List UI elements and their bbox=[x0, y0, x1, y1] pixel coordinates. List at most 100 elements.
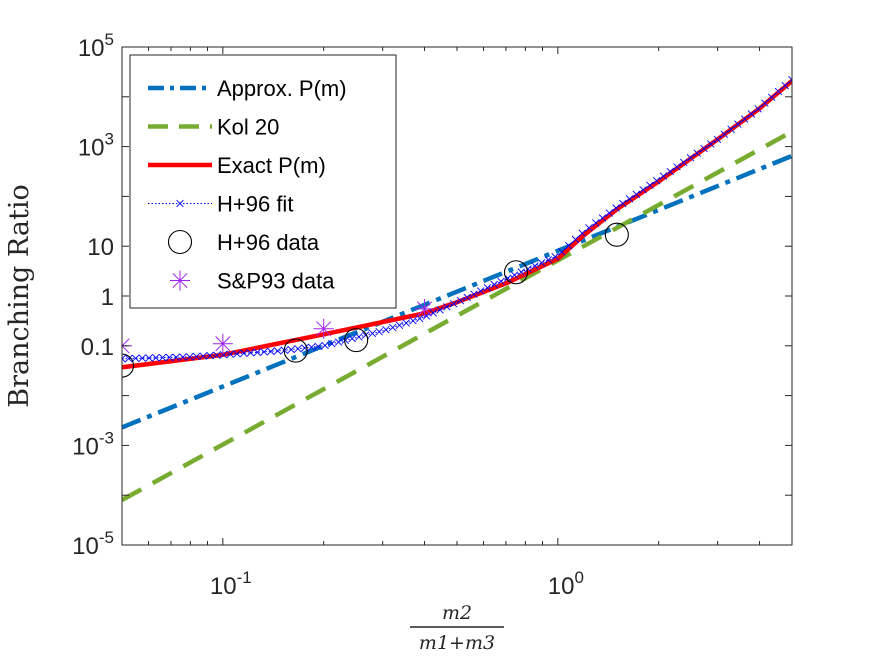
series-3-marker-26-b bbox=[294, 345, 302, 353]
series-5-point-0-d2 bbox=[122, 338, 130, 347]
y-tick-label-0: 10-5 bbox=[72, 528, 114, 560]
series-3-marker-38 bbox=[375, 327, 383, 336]
series-1-line bbox=[122, 129, 792, 502]
series-3-marker-20 bbox=[253, 348, 262, 357]
series-3-marker-86 bbox=[700, 144, 708, 153]
series-3-marker-95-b bbox=[761, 99, 769, 107]
series-3-marker-43 bbox=[409, 317, 417, 325]
y-tick-label-1: 10-3 bbox=[72, 428, 114, 460]
series-3-marker-90-b bbox=[727, 125, 735, 133]
series-3-marker-87-b bbox=[707, 140, 715, 148]
y-tick-label-base: 10 bbox=[72, 433, 99, 460]
series-3-marker-6 bbox=[158, 353, 167, 362]
series-3-marker-81 bbox=[666, 167, 674, 176]
series-3-marker-70-b bbox=[592, 219, 600, 227]
series-3-marker-60-b bbox=[524, 265, 532, 273]
series-3-marker-69 bbox=[585, 224, 593, 232]
series-3-marker-79 bbox=[652, 177, 661, 185]
series-3-marker-63 bbox=[544, 256, 553, 264]
series-3-marker-82-b bbox=[673, 163, 681, 171]
series-3-marker-74 bbox=[619, 199, 627, 208]
legend-item-3-swatch-marker bbox=[176, 199, 184, 208]
x-tick-label-0: 10-1 bbox=[210, 568, 252, 600]
series-layer bbox=[122, 76, 792, 502]
legend-item-5-swatch bbox=[170, 270, 190, 291]
series-3-marker-18 bbox=[240, 349, 248, 358]
y-tick-label-4: 10 bbox=[87, 234, 114, 261]
legend-item-5-swatch-d2 bbox=[172, 272, 188, 289]
series-3-marker-51 bbox=[463, 293, 471, 302]
y-tick-label-5: 103 bbox=[78, 130, 114, 162]
series-5-point-3 bbox=[414, 298, 435, 319]
series-3-marker-96-b bbox=[767, 93, 776, 102]
legend-item-4-swatch bbox=[167, 229, 193, 255]
series-3-marker-21 bbox=[260, 348, 268, 356]
series-3-marker-51-b bbox=[463, 293, 471, 302]
series-3-marker-48-b bbox=[443, 303, 451, 311]
series-3-marker-89 bbox=[720, 130, 729, 139]
series-3-marker-61 bbox=[531, 262, 539, 270]
series-3-marker-73-b bbox=[612, 204, 620, 212]
series-3-marker-40-b bbox=[388, 323, 397, 332]
series-3-marker-25 bbox=[287, 345, 295, 354]
series-3-marker-71-b bbox=[598, 214, 607, 222]
series-3-marker-23 bbox=[273, 347, 282, 355]
series-3-marker-79-b bbox=[652, 177, 661, 185]
y-tick-label-base: 10 bbox=[78, 35, 105, 62]
series-3-marker-28 bbox=[307, 343, 316, 351]
y-axis-label: Branching Ratio bbox=[4, 184, 35, 407]
series-3-marker-0-a bbox=[122, 358, 126, 363]
series-3-marker-35 bbox=[355, 333, 363, 341]
series-3-marker-65 bbox=[558, 248, 566, 256]
series-4-point-0 bbox=[122, 353, 135, 378]
series-3-marker-56-b bbox=[497, 277, 505, 286]
series-3-marker-84 bbox=[686, 154, 695, 162]
series-3-marker-39 bbox=[382, 326, 390, 334]
series-3-marker-16-b bbox=[226, 350, 235, 358]
series-3-marker-8-b bbox=[172, 353, 180, 361]
series-3-marker-34 bbox=[348, 334, 356, 343]
series-3-marker-92 bbox=[740, 115, 749, 123]
series-4-point-4 bbox=[604, 222, 629, 247]
series-5-point-1-d2 bbox=[215, 336, 231, 352]
series-4-point-1 bbox=[283, 338, 308, 363]
series-3-marker-5-b bbox=[152, 354, 160, 362]
series-3-marker-57-b bbox=[504, 274, 512, 282]
series-3-marker-82 bbox=[673, 163, 681, 171]
series-3-marker-35-b bbox=[355, 333, 363, 341]
series-3-marker-66 bbox=[564, 241, 573, 250]
series-5-point-0-d1 bbox=[122, 345, 130, 354]
series-3-marker-41-b bbox=[395, 321, 404, 329]
series-3-marker-6-b bbox=[158, 353, 167, 362]
series-3-marker-7-b bbox=[165, 353, 174, 362]
series-3-marker-50 bbox=[456, 296, 465, 305]
series-3-marker-95 bbox=[761, 99, 769, 107]
series-4-point-2 bbox=[344, 328, 369, 353]
series-3-marker-86-b bbox=[700, 144, 708, 153]
series-3-marker-54-b bbox=[483, 284, 492, 292]
series-3-marker-28-b bbox=[307, 343, 316, 351]
x-tick-label-1: 100 bbox=[548, 568, 584, 600]
series-3-marker-61-b bbox=[531, 262, 539, 270]
y-tick-label-3: 1 bbox=[101, 284, 114, 311]
series-3-marker-99-b bbox=[788, 79, 792, 84]
series-3-marker-84-b bbox=[686, 154, 695, 162]
series-3-marker-49 bbox=[449, 300, 458, 308]
legend-item-3-label: H+96 fit bbox=[217, 192, 293, 217]
series-3-marker-63-b bbox=[544, 256, 553, 264]
legend-box bbox=[129, 54, 397, 309]
series-3-marker-49-b bbox=[449, 300, 458, 308]
series-3-marker-94 bbox=[754, 105, 762, 113]
series-3-marker-88 bbox=[713, 135, 722, 144]
series-3-marker-80 bbox=[659, 172, 668, 180]
series-3-marker-39-b bbox=[382, 326, 390, 334]
series-3-marker-5 bbox=[152, 354, 160, 362]
series-3-marker-14-b bbox=[213, 351, 221, 359]
series-3-marker-36-b bbox=[361, 331, 370, 339]
series-3-marker-72-b bbox=[605, 209, 613, 217]
series-3-marker-13-b bbox=[206, 351, 214, 360]
series-3-marker-55 bbox=[490, 280, 498, 289]
series-3-marker-64 bbox=[551, 253, 559, 261]
series-3-marker-62-b bbox=[537, 259, 546, 267]
